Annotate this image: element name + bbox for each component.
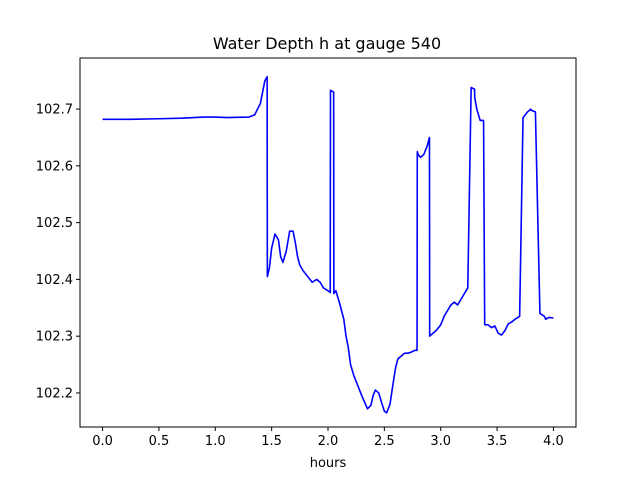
y-tick-label: 102.6 xyxy=(36,159,73,174)
axes-frame xyxy=(79,57,577,428)
plot-area xyxy=(79,57,577,428)
x-axis: 0.0 0.5 1.0 1.5 2.0 2.5 3.0 3.5 4.0 xyxy=(92,427,564,449)
x-tick-label: 1.0 xyxy=(205,434,226,449)
y-tick-label: 102.3 xyxy=(36,330,73,345)
x-tick-label: 2.5 xyxy=(374,434,395,449)
x-axis-label: hours xyxy=(310,456,347,471)
x-tick-label: 0.5 xyxy=(149,434,170,449)
x-tick-label: 0.0 xyxy=(92,434,113,449)
y-tick-label: 102.4 xyxy=(36,273,73,288)
x-tick-label: 2.0 xyxy=(318,434,339,449)
y-tick-label: 102.7 xyxy=(36,103,73,118)
x-tick-label: 1.5 xyxy=(261,434,282,449)
chart-title: Water Depth h at gauge 540 xyxy=(213,34,441,53)
x-tick-label: 3.5 xyxy=(487,434,508,449)
series-line-0 xyxy=(102,75,554,414)
y-axis: 102.2 102.3 102.4 102.5 102.6 102.7 xyxy=(36,103,80,401)
y-tick-label: 102.5 xyxy=(36,216,73,231)
x-tick-label: 3.0 xyxy=(430,434,451,449)
x-tick-label: 4.0 xyxy=(543,434,564,449)
y-tick-label: 102.2 xyxy=(36,386,73,401)
